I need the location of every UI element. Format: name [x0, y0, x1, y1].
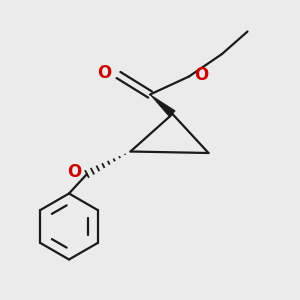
Text: O: O [97, 64, 111, 82]
Text: O: O [194, 66, 209, 84]
Text: O: O [67, 163, 82, 181]
Polygon shape [150, 94, 175, 117]
